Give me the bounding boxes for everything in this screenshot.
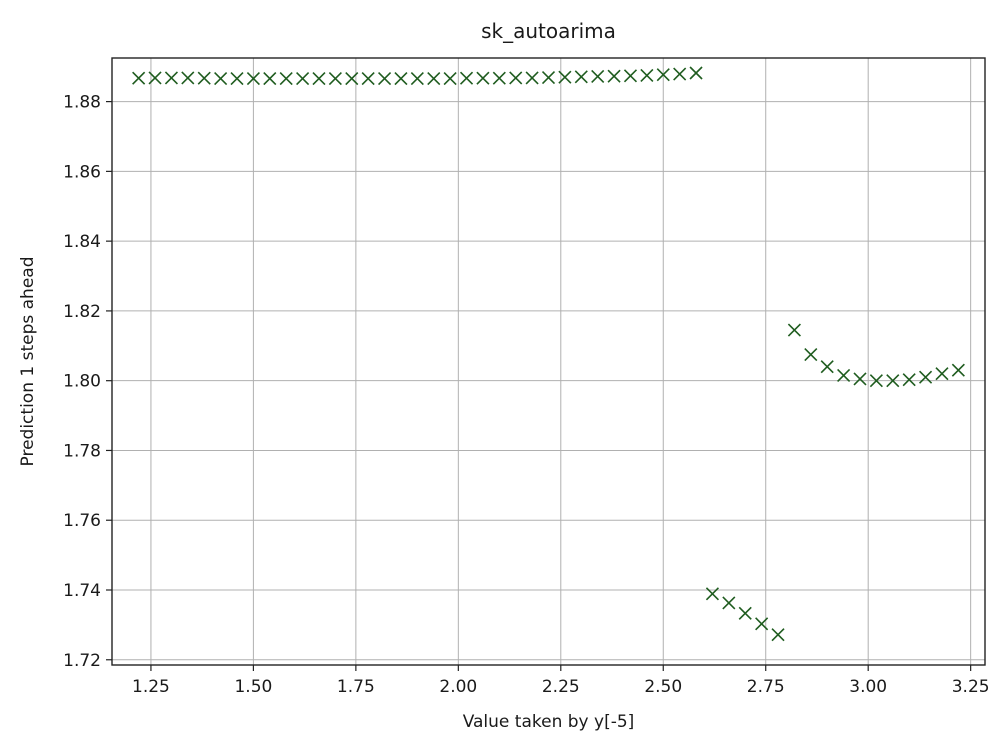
data-point	[132, 71, 146, 85]
data-point	[377, 72, 392, 86]
data-point	[410, 72, 424, 86]
data-point	[443, 72, 457, 86]
y-tick-label: 1.88	[63, 93, 101, 113]
data-point	[361, 72, 375, 86]
plot-frame	[111, 57, 986, 666]
data-point	[246, 72, 260, 86]
data-point	[394, 72, 408, 86]
data-point	[656, 68, 670, 82]
data-point	[558, 70, 572, 84]
grid	[112, 58, 985, 665]
data-point	[263, 72, 277, 86]
data-point	[328, 72, 342, 86]
data-point	[148, 71, 162, 85]
data-point	[623, 69, 638, 83]
data-point	[886, 374, 900, 388]
x-tick-label: 2.75	[747, 677, 785, 697]
data-point	[181, 71, 195, 85]
data-point	[771, 628, 785, 642]
data-point	[459, 71, 474, 85]
x-tick-label: 1.75	[337, 677, 375, 697]
y-tick-label: 1.80	[63, 372, 101, 392]
y-tick-label: 1.72	[63, 651, 101, 671]
x-tick-label: 1.50	[234, 677, 272, 697]
data-point	[919, 370, 933, 384]
ticks: 1.25 1.50 1.75 2.00 2.25 2.50 2.75 3.00 3.25 1.72…	[63, 93, 989, 697]
y-axis-title: Prediction 1 steps ahead	[18, 257, 38, 467]
data-point	[541, 70, 556, 85]
y-tick-label: 1.76	[63, 511, 101, 531]
data-point	[738, 606, 752, 620]
data-point	[607, 69, 621, 83]
y-tick-label: 1.84	[63, 232, 101, 252]
data-point	[279, 72, 293, 86]
data-point	[673, 67, 687, 81]
data-point	[689, 66, 703, 80]
data-point	[230, 72, 244, 86]
data-point	[640, 68, 654, 83]
data-points	[132, 66, 965, 642]
data-point	[296, 72, 310, 86]
data-point	[476, 71, 490, 85]
data-point	[853, 372, 867, 386]
data-point	[705, 587, 720, 601]
data-point	[312, 72, 326, 86]
x-axis-title: Value taken by y[-5]	[463, 712, 635, 732]
data-point	[837, 368, 851, 383]
y-tick-label: 1.74	[63, 581, 101, 601]
data-point	[902, 373, 916, 387]
data-point	[951, 363, 965, 377]
data-point	[787, 323, 801, 337]
data-point	[755, 617, 769, 631]
data-point	[164, 71, 178, 85]
y-tick-label: 1.86	[63, 162, 101, 182]
y-tick-label: 1.82	[63, 302, 101, 322]
data-point	[935, 367, 949, 381]
data-point	[820, 360, 834, 374]
data-point	[722, 596, 736, 610]
chart-title: sk_autoarima	[481, 19, 616, 43]
x-tick-label: 1.25	[132, 677, 170, 697]
data-point	[525, 71, 539, 85]
data-point	[509, 71, 523, 85]
data-point	[804, 347, 818, 362]
data-point	[214, 72, 228, 86]
data-point	[197, 71, 211, 85]
data-point	[345, 72, 359, 86]
x-tick-label: 2.25	[542, 677, 580, 697]
data-point	[574, 70, 588, 84]
y-tick-label: 1.78	[63, 441, 101, 461]
data-point	[427, 72, 441, 86]
x-tick-label: 3.00	[849, 677, 887, 697]
x-tick-label: 2.00	[439, 677, 477, 697]
x-tick-label: 2.50	[644, 677, 682, 697]
data-point	[492, 71, 506, 85]
x-tick-label: 3.25	[952, 677, 990, 697]
data-point	[869, 374, 883, 388]
data-point	[591, 69, 605, 84]
